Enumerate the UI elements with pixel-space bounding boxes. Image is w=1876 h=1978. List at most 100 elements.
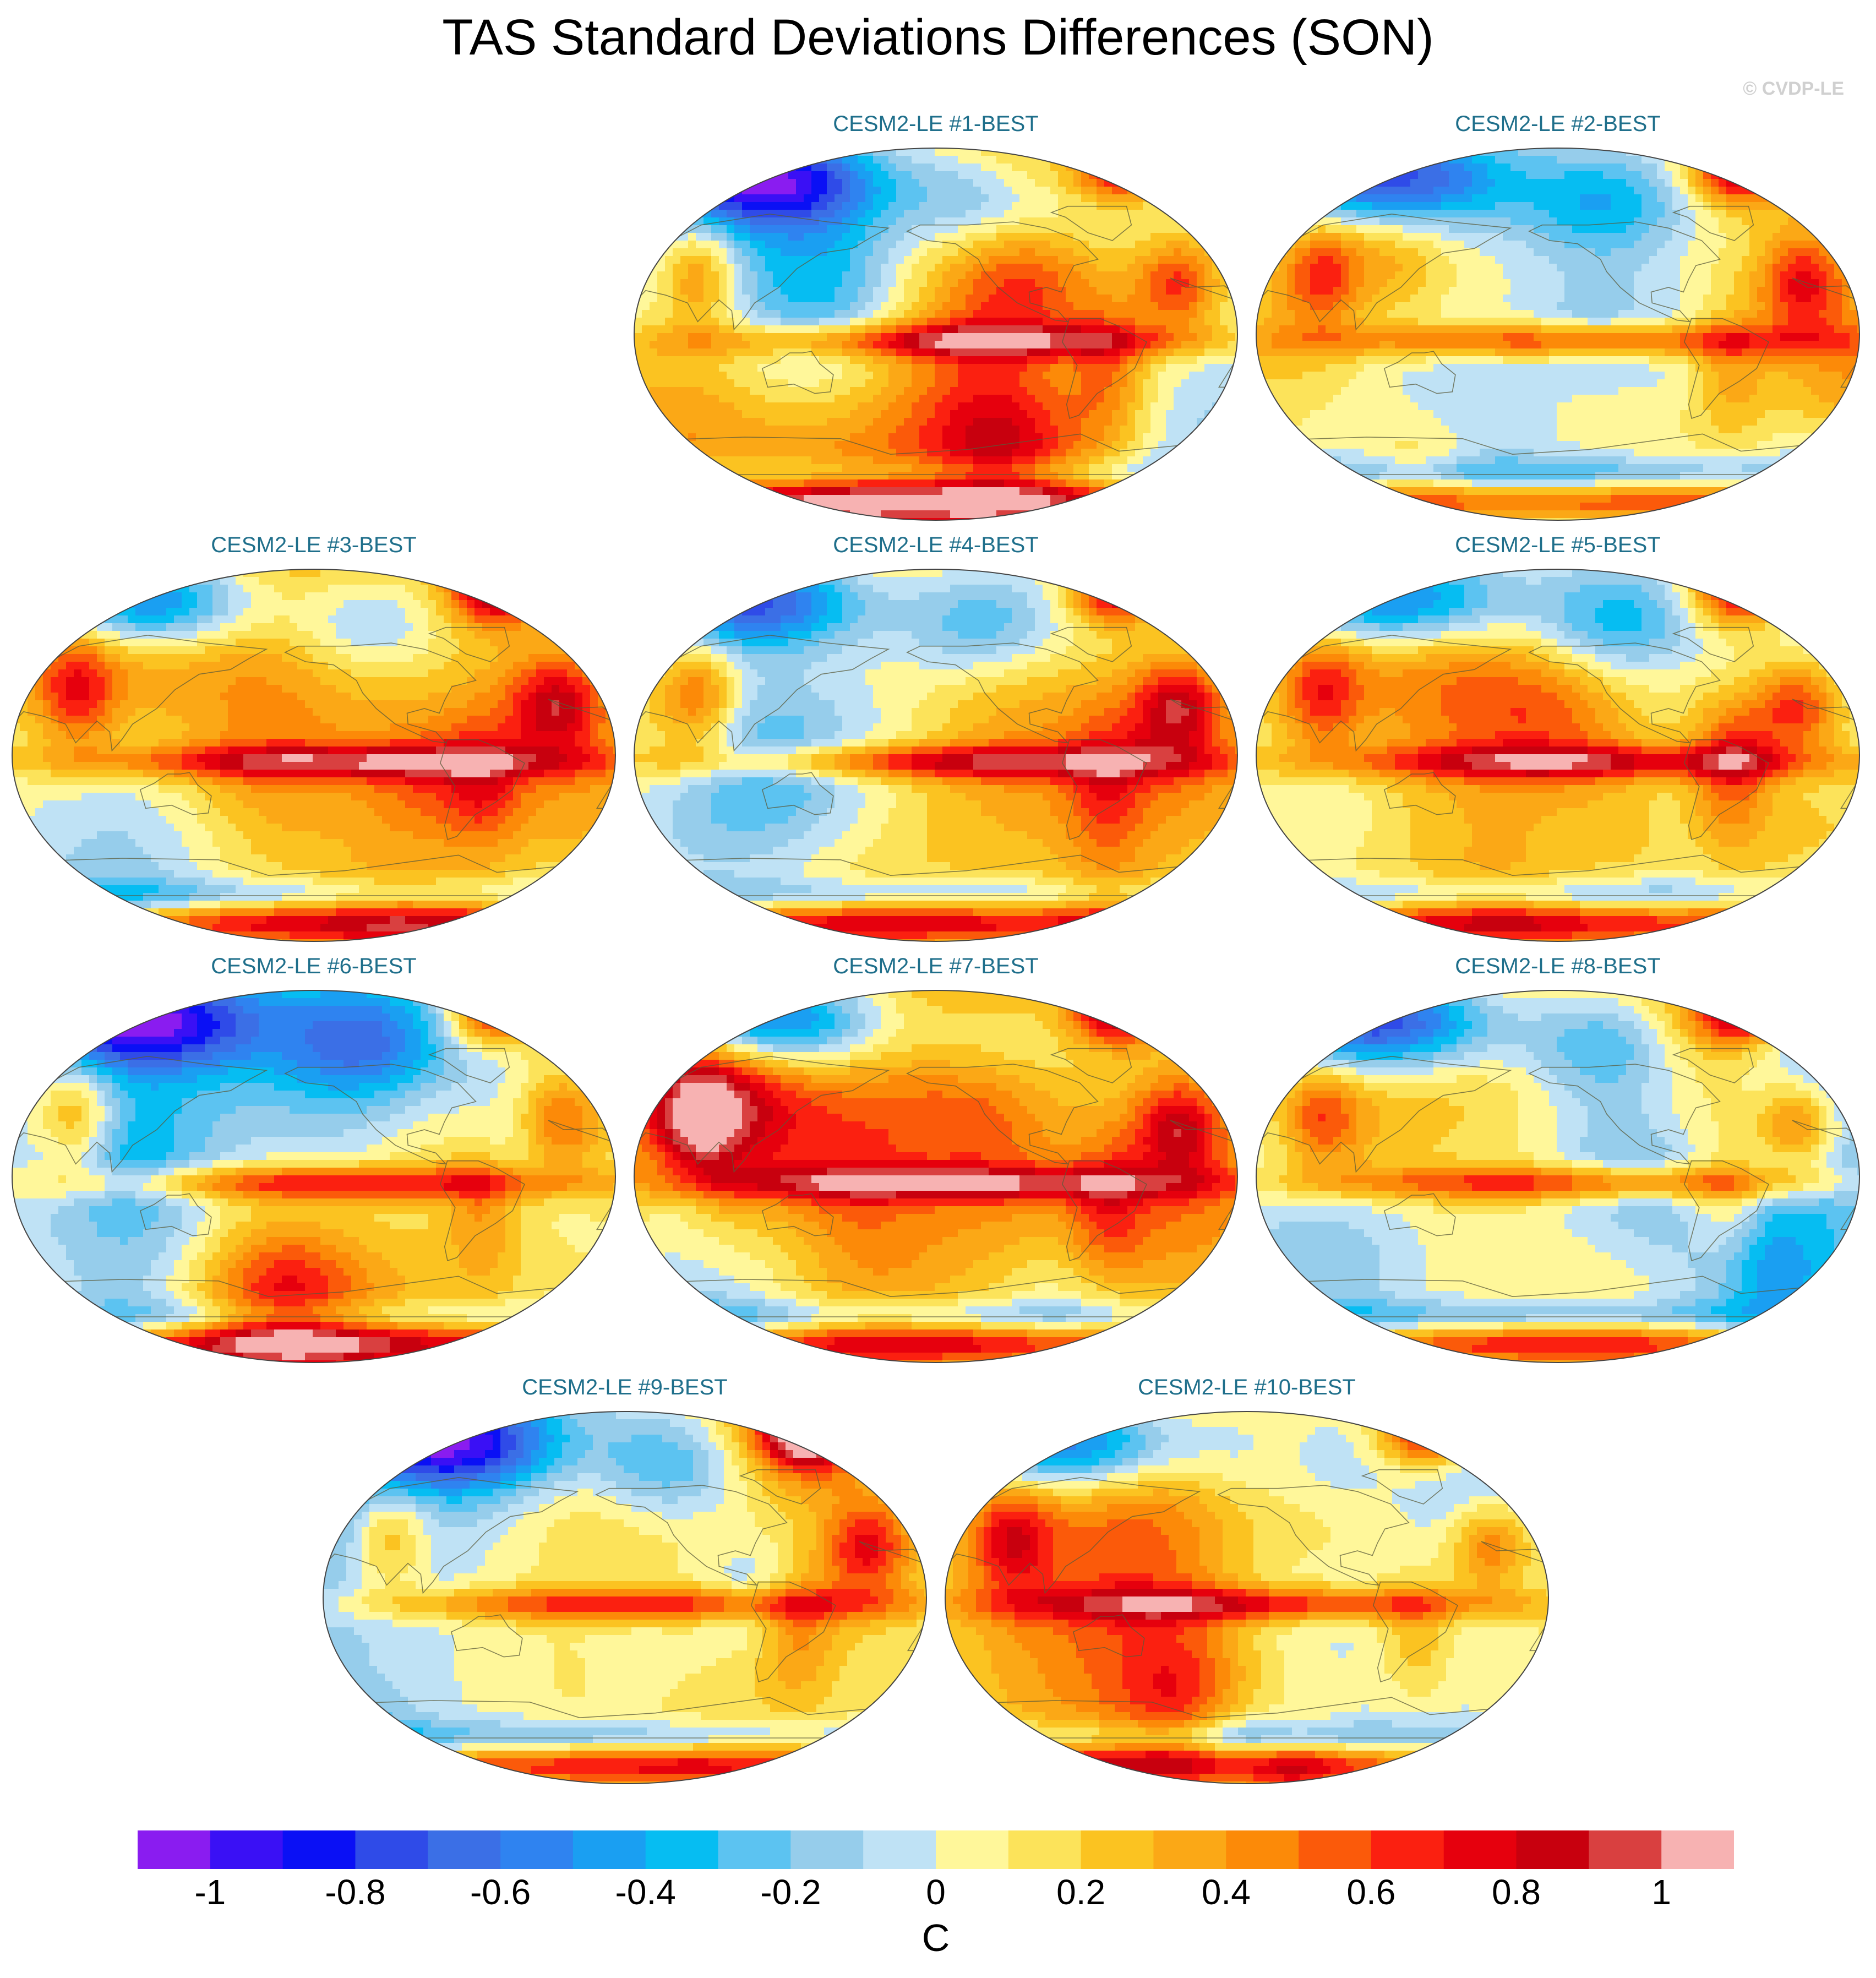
coastline: [139, 1193, 212, 1236]
colorbar-tick-label: -0.8: [312, 1875, 400, 1910]
map-border: [1256, 148, 1860, 521]
colorbar-tick-label: -0.4: [602, 1875, 690, 1910]
colorbar-tick-label: 0.6: [1327, 1875, 1415, 1910]
map-globe: [1256, 990, 1860, 1363]
coastline: [439, 739, 526, 841]
coastline: [450, 1614, 523, 1658]
colorbar-swatch: [936, 1830, 1009, 1869]
map-border: [323, 1411, 927, 1784]
panel-title: CESM2-LE #8-BEST: [1252, 955, 1863, 977]
coastline: [739, 1469, 821, 1505]
colorbar-swatch: [718, 1830, 791, 1869]
coastline: [650, 433, 1220, 475]
map-globe: [945, 1411, 1549, 1784]
coastline: [1050, 626, 1132, 662]
coastline: [1050, 205, 1132, 241]
panel-title: CESM2-LE #5-BEST: [1252, 534, 1863, 556]
colorbar-tick-label: 1: [1617, 1875, 1705, 1910]
colorbar-swatch: [210, 1830, 283, 1869]
colorbar-swatch: [1516, 1830, 1589, 1869]
map-panel: CESM2-LE #1-BEST: [630, 113, 1241, 537]
coastline: [548, 699, 615, 809]
colorbar: [138, 1830, 1734, 1869]
map-globe: [634, 990, 1238, 1363]
colorbar-swatch: [138, 1830, 211, 1869]
coastline: [1792, 1120, 1859, 1230]
coastline: [1061, 1160, 1148, 1262]
coastline: [548, 1120, 615, 1230]
watermark: © CVDP-LE: [1743, 78, 1844, 100]
coastline: [1683, 1160, 1770, 1262]
map-border: [634, 569, 1238, 942]
colorbar-tick-label: 0.2: [1037, 1875, 1125, 1910]
panel-title: CESM2-LE #6-BEST: [8, 955, 619, 977]
map-border: [12, 569, 616, 942]
coastline: [1272, 433, 1842, 475]
map-globe: [1256, 148, 1860, 521]
map-border: [12, 990, 616, 1363]
coastline: [1672, 1048, 1754, 1083]
coastline: [1683, 739, 1770, 841]
coastline: [1792, 277, 1859, 388]
coastline: [1170, 277, 1237, 388]
coastline: [634, 634, 890, 752]
map-panel: CESM2-LE #3-BEST: [8, 534, 619, 958]
colorbar-swatch: [428, 1830, 501, 1869]
coastline: [945, 1476, 1201, 1594]
coastline: [1256, 634, 1512, 752]
map-panel: CESM2-LE #5-BEST: [1252, 534, 1863, 958]
coastline: [1061, 739, 1148, 841]
coastline: [1217, 1485, 1410, 1586]
panel-title: CESM2-LE #7-BEST: [630, 955, 1241, 977]
coastline: [1481, 1541, 1548, 1652]
colorbar-swatch: [1008, 1830, 1082, 1869]
coastline: [761, 772, 834, 815]
coastline: [1272, 1276, 1842, 1317]
coastline: [961, 1697, 1531, 1739]
coastline: [1050, 1048, 1132, 1083]
coastline: [859, 1541, 926, 1652]
coastline: [1672, 205, 1754, 241]
colorbar-swatch: [1371, 1830, 1444, 1869]
coastline: [1061, 318, 1148, 419]
colorbar-swatch: [1443, 1830, 1517, 1869]
coastline: [1256, 1055, 1512, 1173]
coastline: [906, 221, 1099, 323]
map-border: [1256, 990, 1860, 1363]
colorbar-swatch: [645, 1830, 719, 1869]
map-globe: [12, 990, 616, 1363]
colorbar-swatch: [572, 1830, 646, 1869]
coastline: [1383, 772, 1456, 815]
panel-title: CESM2-LE #1-BEST: [630, 113, 1241, 135]
map-panel: CESM2-LE #4-BEST: [630, 534, 1241, 958]
colorbar-tick-label: 0.4: [1182, 1875, 1270, 1910]
coastline: [595, 1485, 788, 1586]
map-border: [945, 1411, 1549, 1784]
coastline: [323, 1476, 579, 1594]
coastline: [428, 626, 510, 662]
map-globe: [634, 148, 1238, 521]
coastline: [12, 634, 268, 752]
panel-title: CESM2-LE #9-BEST: [319, 1376, 930, 1398]
map-panel: CESM2-LE #10-BEST: [941, 1376, 1552, 1800]
map-panel: CESM2-LE #8-BEST: [1252, 955, 1863, 1379]
coastline: [906, 1064, 1099, 1165]
coastline: [1792, 699, 1859, 809]
coastline: [1383, 1193, 1456, 1236]
coastline: [634, 1055, 890, 1173]
coastline: [1383, 351, 1456, 394]
coastline: [650, 854, 1220, 896]
coastline: [906, 642, 1099, 744]
coastline: [1361, 1469, 1443, 1505]
coastline: [1528, 221, 1721, 323]
map-panel: CESM2-LE #7-BEST: [630, 955, 1241, 1379]
coastline: [1683, 318, 1770, 419]
colorbar-tick-label: 0: [892, 1875, 980, 1910]
colorbar-tick-label: -1: [166, 1875, 254, 1910]
coastline: [339, 1697, 909, 1739]
panel-title: CESM2-LE #10-BEST: [941, 1376, 1552, 1398]
colorbar-tick-label: -0.6: [456, 1875, 544, 1910]
colorbar-swatch: [1081, 1830, 1154, 1869]
coastline: [1170, 699, 1237, 809]
coastline: [1170, 1120, 1237, 1230]
